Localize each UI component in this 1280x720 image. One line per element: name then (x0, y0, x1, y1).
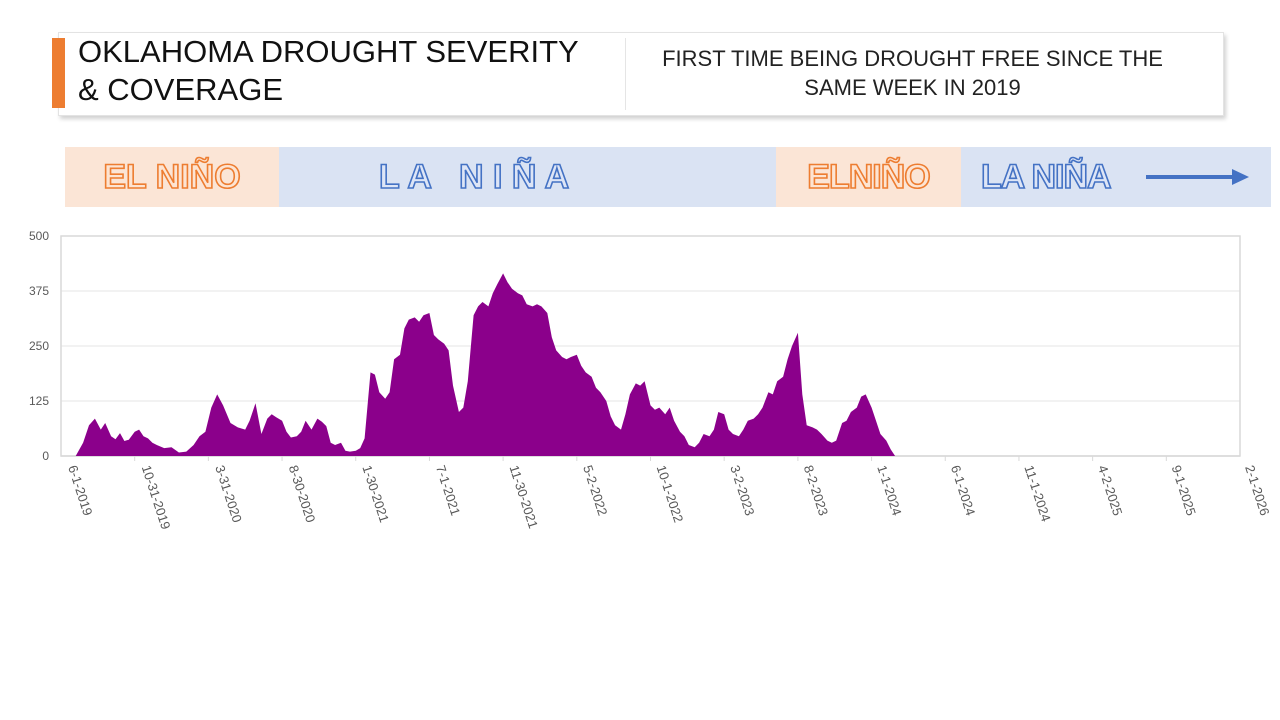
y-tick-label: 250 (29, 339, 49, 353)
x-tick-label: 2-1-2026 (1242, 463, 1272, 517)
title-divider (625, 38, 626, 110)
title-accent-bar (52, 38, 65, 108)
x-tick-label: 1-30-2021 (359, 463, 392, 524)
x-tick-label: 10-1-2022 (654, 463, 687, 524)
right-arrow-icon (1146, 169, 1249, 185)
title-card (58, 32, 1224, 116)
la-nina-label-2: LA NIÑA (980, 157, 1112, 197)
x-tick-label: 9-1-2025 (1169, 463, 1199, 517)
x-tick-label: 1-1-2024 (874, 463, 904, 517)
subtitle-line-2: SAME WEEK IN 2019 (804, 75, 1021, 100)
drought-area-series (75, 273, 1152, 456)
el-nino-band-2: ELNIÑO (776, 147, 961, 207)
x-tick-label: 5-2-2022 (580, 463, 610, 517)
x-tick-label: 4-2-2025 (1095, 463, 1125, 517)
x-tick-label: 8-30-2020 (286, 463, 319, 524)
x-tick-label: 3-2-2023 (727, 463, 757, 517)
y-tick-label: 375 (29, 284, 49, 298)
chart-subtitle: FIRST TIME BEING DROUGHT FREE SINCE THE … (640, 44, 1185, 102)
la-nina-label-1: L A N I Ñ A (378, 157, 570, 197)
title-line-2: & COVERAGE (78, 72, 283, 107)
el-nino-label-1: EL NIÑO (103, 157, 242, 197)
el-nino-label-2: ELNIÑO (806, 157, 931, 197)
la-nina-band-1: L A N I Ñ A (279, 147, 776, 207)
subtitle-line-1: FIRST TIME BEING DROUGHT FREE SINCE THE (662, 46, 1163, 71)
y-tick-label: 125 (29, 394, 49, 408)
x-tick-label: 7-1-2021 (433, 463, 463, 517)
x-axis-ticks: 6-1-2019 10-31-2019 3-31-2020 8-30-2020 1-30… (65, 463, 1272, 531)
y-tick-label: 0 (42, 449, 49, 463)
chart-title: OKLAHOMA DROUGHT SEVERITY & COVERAGE (78, 33, 598, 109)
x-tick-label: 3-31-2020 (212, 463, 245, 524)
title-line-1: OKLAHOMA DROUGHT SEVERITY (78, 34, 579, 69)
x-tick-label: 10-31-2019 (139, 463, 174, 531)
la-nina-band-2: LA NIÑA (961, 147, 1271, 207)
y-axis-ticks: 0 125 250 375 500 (29, 229, 49, 463)
x-tick-label: 11-30-2021 (507, 463, 542, 530)
el-nino-band-1: EL NIÑO (65, 147, 279, 207)
y-tick-label: 500 (29, 229, 49, 243)
x-tick-label: 11-1-2024 (1021, 463, 1053, 523)
x-tick-label: 8-2-2023 (801, 463, 831, 517)
x-tick-label: 6-1-2024 (948, 463, 978, 517)
x-tick-label: 6-1-2019 (65, 463, 95, 517)
